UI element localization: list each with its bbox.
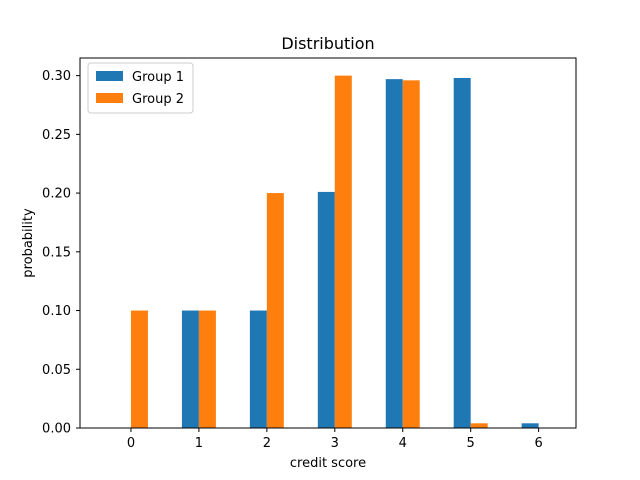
y-tick-label: 0.25 [42, 128, 71, 143]
bars-layer [130, 75, 539, 429]
bar-group-2-4 [402, 80, 420, 429]
y-axis-label: probability [21, 208, 36, 278]
x-axis-label: credit score [290, 456, 366, 471]
legend: Group 1 Group 2 [87, 62, 194, 114]
x-tick-label: 4 [399, 436, 407, 451]
x-tick-label: 1 [195, 436, 203, 451]
x-tick-label: 2 [263, 436, 271, 451]
ticks-layer: 0 1 2 3 4 5 6 0.00 0.05 0.10 0.15 0.20 0.25 0.30 [42, 69, 543, 451]
bar-group-2-0 [130, 310, 148, 428]
y-tick-label: 0.20 [42, 187, 71, 202]
x-tick-label: 0 [127, 436, 135, 451]
bar-group-2-2 [266, 193, 284, 428]
legend-swatch [96, 71, 123, 81]
legend-label: Group 2 [132, 92, 184, 107]
y-tick-label: 0.00 [42, 422, 71, 437]
legend-swatch [96, 93, 123, 103]
y-tick-label: 0.10 [42, 304, 71, 319]
y-tick-label: 0.15 [42, 245, 71, 260]
bar-group-1-2 [249, 310, 267, 428]
bar-group-1-5 [453, 77, 471, 428]
x-tick-label: 3 [331, 436, 339, 451]
bar-group-1-6 [521, 423, 539, 428]
bar-group-1-4 [385, 79, 403, 429]
legend-label: Group 1 [132, 70, 184, 85]
bar-group-1-1 [181, 310, 199, 428]
bar-group-2-1 [198, 310, 216, 428]
y-tick-label: 0.30 [42, 69, 71, 84]
x-tick-label: 5 [467, 436, 475, 451]
bar-group-2-3 [334, 75, 352, 428]
x-tick-label: 6 [534, 436, 542, 451]
bar-group-2-5 [470, 423, 488, 428]
plot-frame [79, 57, 577, 429]
bar-group-1-3 [317, 191, 335, 428]
chart-title: Distribution [281, 34, 374, 53]
y-tick-label: 0.05 [42, 363, 71, 378]
